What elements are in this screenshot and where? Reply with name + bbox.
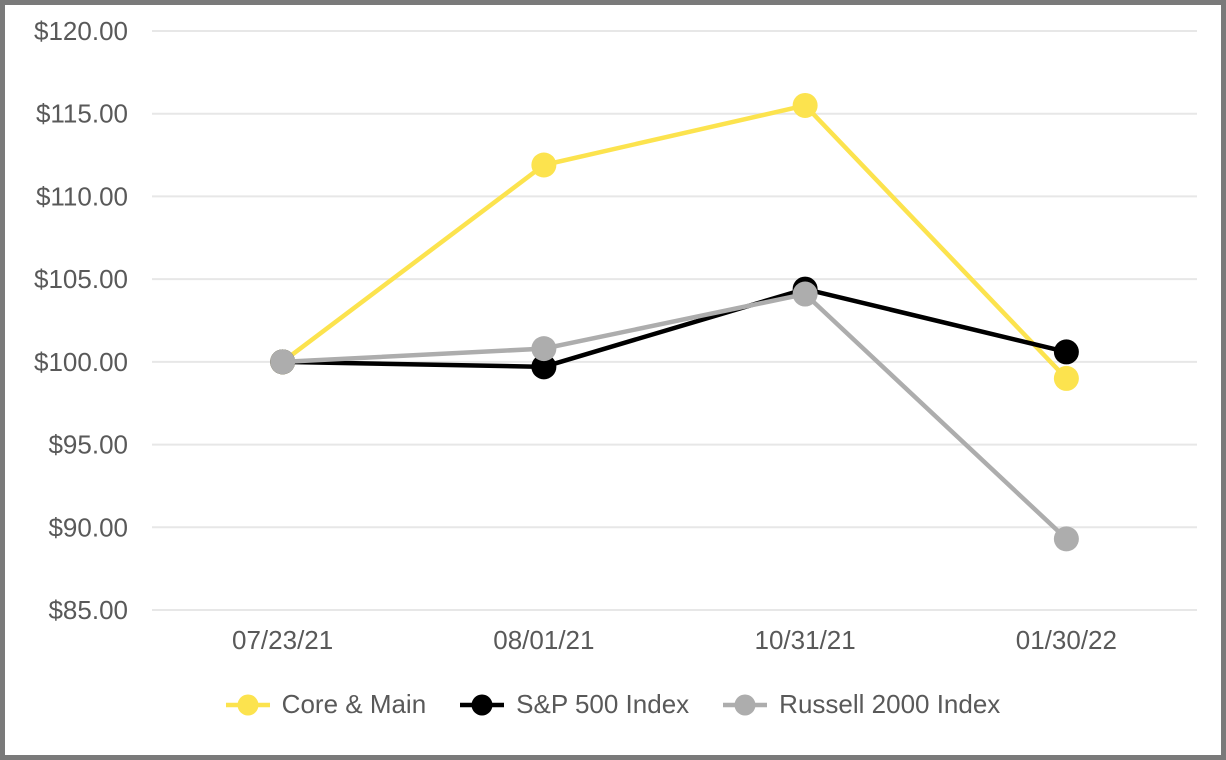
legend-label: Russell 2000 Index [779, 689, 1001, 719]
y-axis-tick-label: $85.00 [48, 595, 128, 625]
x-axis-tick-label: 07/23/21 [232, 625, 333, 655]
core-main-legend-dot [237, 694, 259, 715]
legend-label: S&P 500 Index [516, 689, 690, 719]
s-p-500-index-marker [531, 354, 557, 380]
y-axis-tick-label: $105.00 [34, 264, 128, 294]
legend-item-s-p-500-index: S&P 500 Index [460, 689, 689, 720]
s-p-500-index-line [282, 286, 1067, 370]
y-axis-tick-label: $100.00 [34, 347, 128, 377]
core-main-marker [531, 152, 557, 178]
russell-2000-index-marker [792, 281, 818, 307]
russell-2000-index-line [282, 291, 1068, 541]
russell-2000-index-marker-icon [723, 694, 768, 715]
y-axis-tick-label: $120.00 [34, 16, 128, 46]
s-p-500-index-legend-dot [471, 694, 493, 715]
y-axis-tick-label: $115.00 [36, 99, 128, 129]
s-p-500-index-marker-icon [460, 694, 505, 715]
x-axis-tick-label: 10/31/21 [755, 625, 856, 655]
s-p-500-index-marker [1053, 339, 1079, 365]
core-main-line [281, 102, 1069, 380]
russell-2000-index-legend-dot [734, 694, 756, 715]
legend-item-core-main: Core & Main [225, 689, 427, 720]
russell-2000-index-marker [1053, 526, 1079, 552]
legend-item-russell-2000-index: Russell 2000 Index [723, 689, 1000, 720]
x-axis-tick-label: 08/01/21 [493, 625, 594, 655]
y-axis-tick-label: $95.00 [48, 430, 128, 460]
core-main-marker [792, 92, 818, 118]
chart-legend: Core & Main S&P 500 Index Russell 2000 Ind… [5, 689, 1221, 720]
y-axis-tick-label: $90.00 [48, 512, 128, 542]
russell-2000-index-marker [270, 349, 296, 375]
core-main-marker-icon [225, 694, 270, 715]
russell-2000-index-marker [531, 336, 557, 362]
y-axis-tick-label: $110.00 [36, 181, 128, 211]
core-main-marker [1053, 365, 1079, 391]
x-axis-tick-label: 01/30/22 [1016, 625, 1117, 655]
legend-label: Core & Main [281, 689, 427, 719]
